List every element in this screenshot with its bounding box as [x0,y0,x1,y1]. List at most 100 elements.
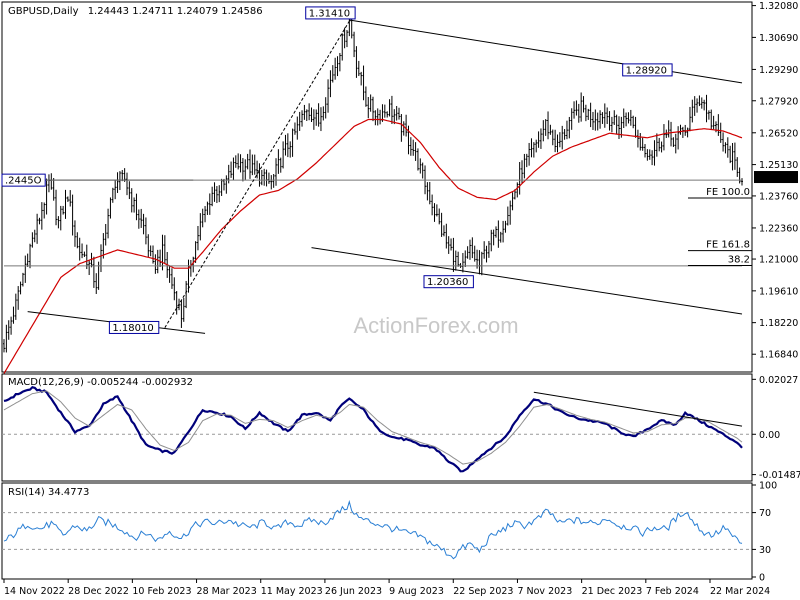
price-candle [454,250,457,271]
price-candle [606,107,609,124]
price-candle [511,192,514,211]
current-price-box [754,171,798,184]
x-tick-label: 9 Aug 2023 [389,586,444,597]
price-candle [322,106,325,121]
price-label: 1.20360 [423,275,474,289]
price-candle [260,169,263,186]
price-candle [450,238,453,251]
price-candle [662,124,665,151]
price-candle [57,216,60,229]
price-candle [7,320,10,340]
price-candle [329,70,332,98]
price-candle [116,172,119,193]
price-candle [206,201,209,215]
price-candle [85,244,88,270]
price-candle [222,178,225,191]
price-candle [225,175,228,194]
price-candle [126,172,128,196]
price-candle [220,178,223,196]
price-candle [537,131,540,148]
price-candle [473,245,476,262]
price-candle [738,167,741,184]
price-candle [293,122,296,135]
price-candle [301,110,304,127]
watermark: ActionForex.com [353,313,518,338]
price-candle [667,120,670,138]
price-candle [147,234,150,258]
price-candle [575,100,578,116]
price-candle [731,142,734,171]
rsi-y-tick-label: 100 [759,481,777,492]
price-candle [73,220,76,247]
price-candle [185,280,188,309]
price-candle [549,124,552,135]
price-candle [180,299,183,328]
trendline [311,247,743,315]
price-candle [341,33,344,61]
price-candle [629,109,632,126]
price-candle [90,252,93,268]
price-candle [163,235,166,264]
price-candle [43,202,46,219]
price-candle [109,197,112,219]
price-y-tick-label: 1.22360 [759,223,798,234]
price-candle [256,160,259,179]
price-candle [528,142,531,166]
price-y-tick-label: 1.23760 [759,191,798,202]
price-candle [523,153,526,179]
price-candle [589,102,592,128]
price-label: .2445O [1,173,46,187]
price-candle [327,79,330,113]
fib-label-text: 38.2 [728,254,750,265]
price-candle [390,95,393,124]
price-candle [277,149,280,174]
price-candle [658,137,661,152]
price-label: 1.31410 [305,6,356,20]
rsi-y-tick-label: 0 [759,573,765,584]
price-y-tick-label: 1.19610 [759,286,798,297]
price-candle [539,128,542,149]
price-candle [251,154,254,176]
price-candle [360,71,363,86]
price-candle [558,132,561,148]
signal-line [3,390,743,465]
price-candle [305,109,308,121]
price-candle [107,208,110,239]
symbol-name: GBPUSD,Daily [8,6,79,17]
price-candle [594,109,597,131]
price-candle [442,225,445,237]
price-candle [64,189,67,219]
price-candle [532,142,535,158]
price-candle [393,109,396,125]
x-tick-label: 11 May 2023 [261,586,323,597]
price-candle [499,231,502,243]
price-candle [447,236,450,254]
price-y-tick-label: 1.32080 [759,1,798,12]
price-candle [10,316,13,335]
price-candle [632,115,635,129]
price-candle [483,241,486,259]
price-candle [509,200,512,225]
price-candle [542,120,545,142]
price-candle [497,220,500,248]
price-candle [736,157,739,177]
price-candle [275,158,278,186]
price-y-tick-label: 1.16840 [759,350,798,361]
price-candle [230,161,233,178]
price-candle [625,112,628,127]
x-tick-label: 22 Mar 2024 [710,586,770,597]
price-candle [355,46,358,78]
price-candle [485,245,488,263]
price-candle [114,179,117,200]
price-y-tick-label: 1.29290 [759,65,798,76]
price-y-tick-label: 1.30690 [759,33,798,44]
macd-y-tick-label: 0.00 [759,430,780,441]
price-candle [270,175,273,190]
price-candle [726,137,729,158]
price-candle [724,142,727,154]
price-candle [388,99,391,117]
price-candle [282,141,285,169]
price-candle [627,112,630,124]
ohlc-values: 1.24443 1.24711 1.24079 1.24586 [88,6,263,17]
price-candle [670,121,673,147]
